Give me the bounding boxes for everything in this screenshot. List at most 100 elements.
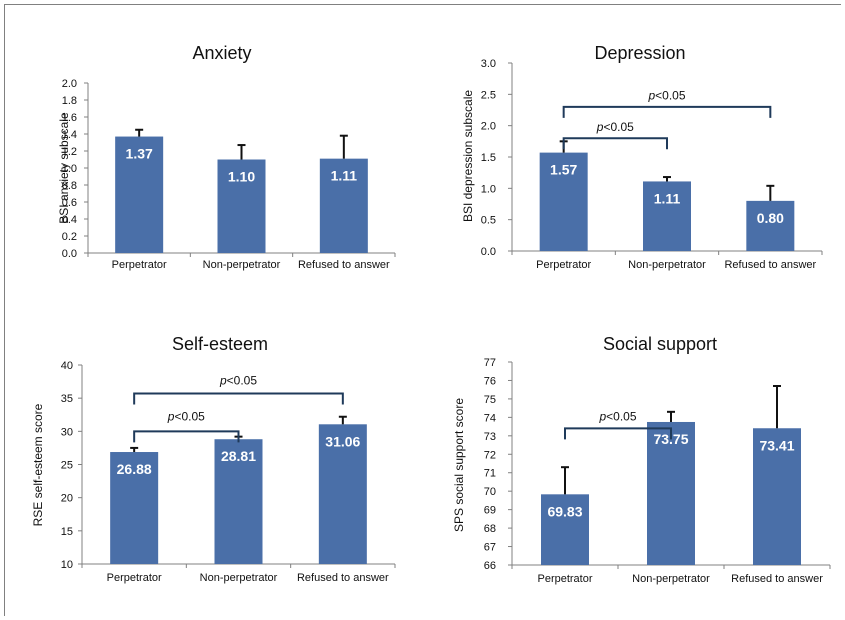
bar-value-label: 1.11: [654, 190, 681, 206]
bar-value-label: 1.10: [228, 169, 255, 185]
y-tick-label: 68: [484, 523, 496, 535]
significance-label: p<0.05: [598, 409, 636, 423]
y-tick-label: 76: [484, 375, 496, 387]
y-tick-label: 25: [61, 460, 73, 472]
chart-title: Depression: [594, 43, 686, 63]
x-category-label: Perpetrator: [536, 259, 591, 271]
p-threshold: <0.05: [603, 120, 634, 134]
bar: [753, 428, 801, 565]
p-threshold: <0.05: [655, 89, 686, 103]
y-tick-label: 1.6: [62, 112, 77, 124]
y-tick-label: 10: [61, 559, 73, 571]
bar: [214, 439, 263, 564]
y-tick-label: 0.0: [481, 246, 496, 258]
y-tick-label: 1.2: [62, 146, 77, 158]
bar-value-label: 0.80: [757, 210, 784, 226]
y-tick-label: 0.5: [481, 215, 496, 227]
bar: [319, 158, 368, 253]
x-category-label: Refused to answer: [731, 573, 823, 585]
bar: [647, 421, 695, 565]
y-tick-label: 40: [61, 360, 73, 372]
p-threshold: <0.05: [227, 373, 258, 387]
y-tick-label: 70: [484, 486, 496, 498]
y-tick-label: 30: [61, 426, 73, 438]
p-symbol: p: [167, 410, 175, 424]
bar-value-label: 1.57: [550, 162, 577, 178]
y-tick-label: 71: [484, 468, 496, 480]
y-tick-label: 0.8: [62, 180, 77, 192]
y-tick-label: 0.0: [62, 248, 77, 260]
y-tick-label: 74: [484, 412, 496, 424]
y-tick-label: 75: [484, 394, 496, 406]
chart-social-support: Social support SPS social support score …: [422, 305, 845, 620]
significance-label: p<0.05: [596, 120, 634, 134]
p-threshold: <0.05: [606, 409, 637, 423]
bar: [539, 152, 588, 251]
significance-label: p<0.05: [647, 89, 685, 103]
bar: [110, 452, 159, 564]
significance-bracket: [133, 430, 240, 443]
p-threshold: <0.05: [174, 410, 205, 424]
figure-frame: [4, 4, 841, 616]
chart-depression: Depression BSI depression subscale 0.0 0.…: [422, 0, 845, 305]
y-tick-label: 1.0: [62, 163, 77, 175]
bar: [541, 494, 589, 565]
y-tick-label: 0.6: [62, 197, 77, 209]
bar-value-label: 73.41: [759, 437, 794, 453]
y-tick-label: 72: [484, 449, 496, 461]
x-category-label: Refused to answer: [297, 572, 389, 584]
y-tick-label: 1.5: [481, 152, 496, 164]
bar-plot: 10 15 20 25 30 35 40 26.88 Perpetrator 28.81 Non-p…: [61, 360, 396, 584]
significance-bracket: [562, 137, 668, 150]
y-tick-label: 20: [61, 493, 73, 505]
y-tick-label: 0.4: [62, 214, 77, 226]
y-tick-label: 73: [484, 431, 496, 443]
bar: [318, 424, 367, 564]
y-tick-label: 69: [484, 505, 496, 517]
p-symbol: p: [596, 120, 604, 134]
y-tick-label: 15: [61, 526, 73, 538]
significance-label: p<0.05: [167, 410, 205, 424]
y-tick-label: 1.8: [62, 95, 77, 107]
bar: [746, 200, 795, 251]
bar: [217, 159, 266, 253]
x-category-label: Non-perpetrator: [200, 572, 278, 584]
y-tick-label: 0.2: [62, 231, 77, 243]
chart-title: Self-esteem: [171, 334, 269, 354]
bar-plot: 0.0 0.5 1.0 1.5 2.0 2.5 3.0 1.57 Perpetrator 1.11…: [481, 58, 823, 271]
y-tick-label: 67: [484, 542, 496, 554]
x-category-label: Non-perpetrator: [628, 259, 706, 271]
x-category-label: Refused to answer: [298, 259, 390, 271]
chart-anxiety: Anxiety BSI anxiety subscale 0.0 0.2 0.4 0.…: [0, 0, 422, 305]
significance-bracket: [564, 427, 672, 440]
bar-value-label: 69.83: [547, 503, 582, 519]
x-category-label: Refused to answer: [724, 259, 816, 271]
p-symbol: p: [598, 409, 606, 423]
y-tick-label: 1.0: [481, 183, 496, 195]
x-category-label: Non-perpetrator: [203, 259, 281, 271]
significance-bracket: [562, 105, 772, 118]
x-category-label: Perpetrator: [537, 573, 592, 585]
chart-title: Social support: [602, 334, 718, 354]
y-tick-label: 77: [484, 357, 496, 369]
chart-self-esteem: Self-esteem RSE self-esteem score 10 15 20…: [0, 305, 422, 620]
y-tick-label: 35: [61, 393, 73, 405]
significance-bracket: [133, 392, 344, 405]
bar: [115, 136, 164, 253]
bar: [643, 181, 691, 251]
x-category-label: Non-perpetrator: [632, 573, 710, 585]
x-category-label: Perpetrator: [107, 572, 162, 584]
bar-value-label: 28.81: [221, 448, 256, 464]
chart-title: Anxiety: [192, 43, 252, 63]
y-tick-label: 2.0: [62, 78, 77, 90]
significance-label: p<0.05: [219, 373, 257, 387]
x-category-label: Perpetrator: [112, 259, 167, 271]
bar-plot: 0.0 0.2 0.4 0.6 0.8 1.0 1.2 1.4 1.6 1.8 2.0 1.37 Per…: [62, 78, 396, 271]
y-tick-label: 3.0: [481, 58, 496, 70]
y-tick-label: 2.0: [481, 121, 496, 133]
y-tick-label: 2.5: [481, 89, 496, 101]
p-symbol: p: [219, 373, 227, 387]
bar-plot: 66 67 68 69 70 71 72 73 74 75 76 77 69.83 Perpetrator…: [484, 357, 831, 585]
bar-value-label: 31.06: [325, 433, 360, 449]
bar-value-label: 1.37: [126, 146, 153, 162]
